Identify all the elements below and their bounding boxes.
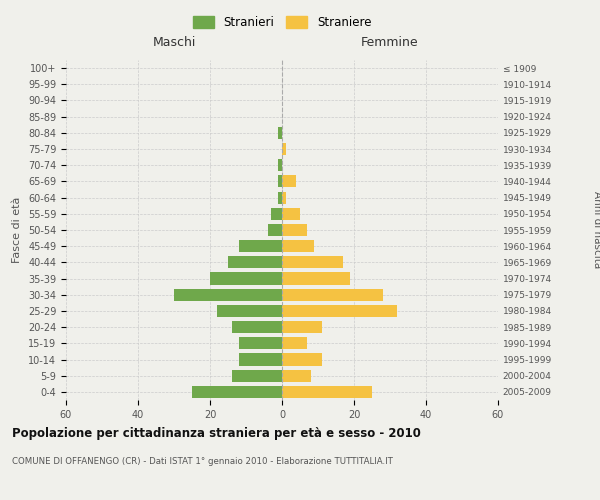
Legend: Stranieri, Straniere: Stranieri, Straniere <box>188 12 376 34</box>
Bar <box>282 321 322 333</box>
Text: COMUNE DI OFFANENGO (CR) - Dati ISTAT 1° gennaio 2010 - Elaborazione TUTTITALIA.: COMUNE DI OFFANENGO (CR) - Dati ISTAT 1°… <box>12 458 393 466</box>
Y-axis label: Fasce di età: Fasce di età <box>13 197 22 263</box>
Bar <box>268 224 282 236</box>
Bar <box>192 386 282 398</box>
Bar <box>174 288 282 301</box>
Bar <box>232 321 282 333</box>
Bar <box>282 354 322 366</box>
Bar <box>282 192 286 203</box>
Bar <box>278 176 282 188</box>
Bar <box>282 208 300 220</box>
Text: Maschi: Maschi <box>152 36 196 49</box>
Bar <box>282 338 307 349</box>
Bar <box>271 208 282 220</box>
Text: Femmine: Femmine <box>361 36 419 49</box>
Bar <box>239 354 282 366</box>
Bar <box>282 386 372 398</box>
Bar <box>282 240 314 252</box>
Bar <box>282 176 296 188</box>
Bar <box>282 288 383 301</box>
Bar <box>239 338 282 349</box>
Bar <box>282 370 311 382</box>
Text: Popolazione per cittadinanza straniera per età e sesso - 2010: Popolazione per cittadinanza straniera p… <box>12 428 421 440</box>
Bar <box>282 272 350 284</box>
Bar <box>217 305 282 317</box>
Bar <box>282 305 397 317</box>
Bar <box>282 224 307 236</box>
Bar <box>278 159 282 172</box>
Bar <box>278 192 282 203</box>
Bar <box>232 370 282 382</box>
Text: Anni di nascita: Anni di nascita <box>592 192 600 268</box>
Bar <box>239 240 282 252</box>
Bar <box>210 272 282 284</box>
Bar <box>278 127 282 139</box>
Bar <box>228 256 282 268</box>
Bar <box>282 256 343 268</box>
Bar <box>282 143 286 155</box>
